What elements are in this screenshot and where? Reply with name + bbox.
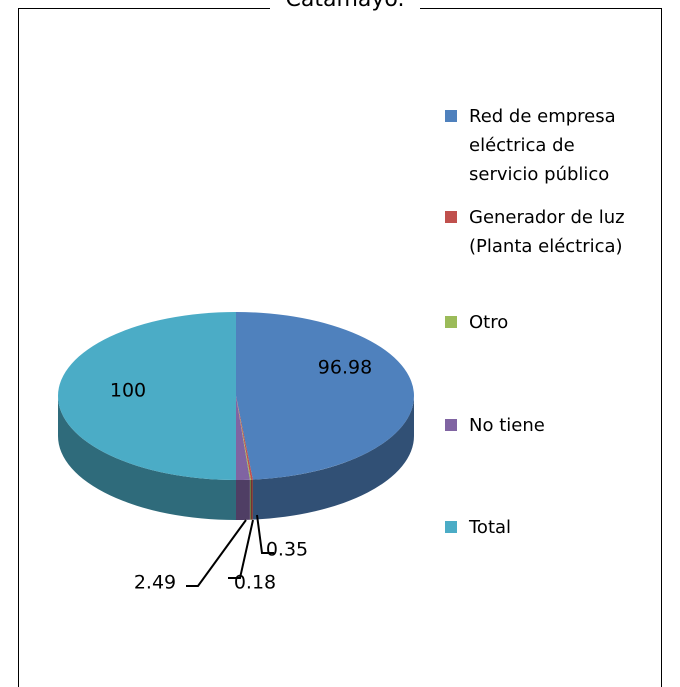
legend-swatch (445, 211, 457, 223)
pie-slice (236, 396, 250, 480)
pie-slice (236, 396, 253, 480)
data-label: 0.18 (234, 572, 276, 594)
legend-item: Generador de luz (Planta eléctrica) (445, 203, 645, 261)
legend-item: Red de empresa eléctrica de servicio púb… (445, 102, 645, 189)
data-label: 0.35 (266, 539, 308, 561)
pie-side (252, 396, 414, 520)
legend-label: No tiene (469, 415, 545, 436)
legend-swatch (445, 419, 457, 431)
legend-item: Otro (445, 308, 645, 337)
data-label: 2.49 (134, 572, 176, 594)
legend-swatch (445, 316, 457, 328)
pie-side (249, 479, 251, 520)
legend-item: Total (445, 513, 645, 542)
pie (58, 312, 414, 520)
leader-line (256, 514, 274, 554)
pie-slice (58, 312, 236, 480)
chart-title: Catamayo. (286, 0, 405, 12)
title-gap (270, 0, 420, 14)
legend-label: Red de empresa eléctrica de servicio púb… (469, 106, 616, 185)
data-label: 96.98 (318, 357, 372, 379)
pie-slice (236, 312, 414, 480)
leader-line (186, 519, 247, 587)
legend-swatch (445, 110, 457, 122)
pie-side (58, 396, 236, 520)
data-label: 100 (110, 380, 146, 402)
pie-slice (236, 396, 251, 480)
legend-item: No tiene (445, 411, 645, 440)
leader-line (228, 519, 254, 579)
pie-side (236, 479, 250, 520)
legend-label: Total (469, 517, 512, 538)
pie-side (250, 479, 253, 520)
legend-label: Otro (469, 312, 509, 333)
legend-swatch (445, 521, 457, 533)
legend-label: Generador de luz (Planta eléctrica) (469, 207, 625, 257)
